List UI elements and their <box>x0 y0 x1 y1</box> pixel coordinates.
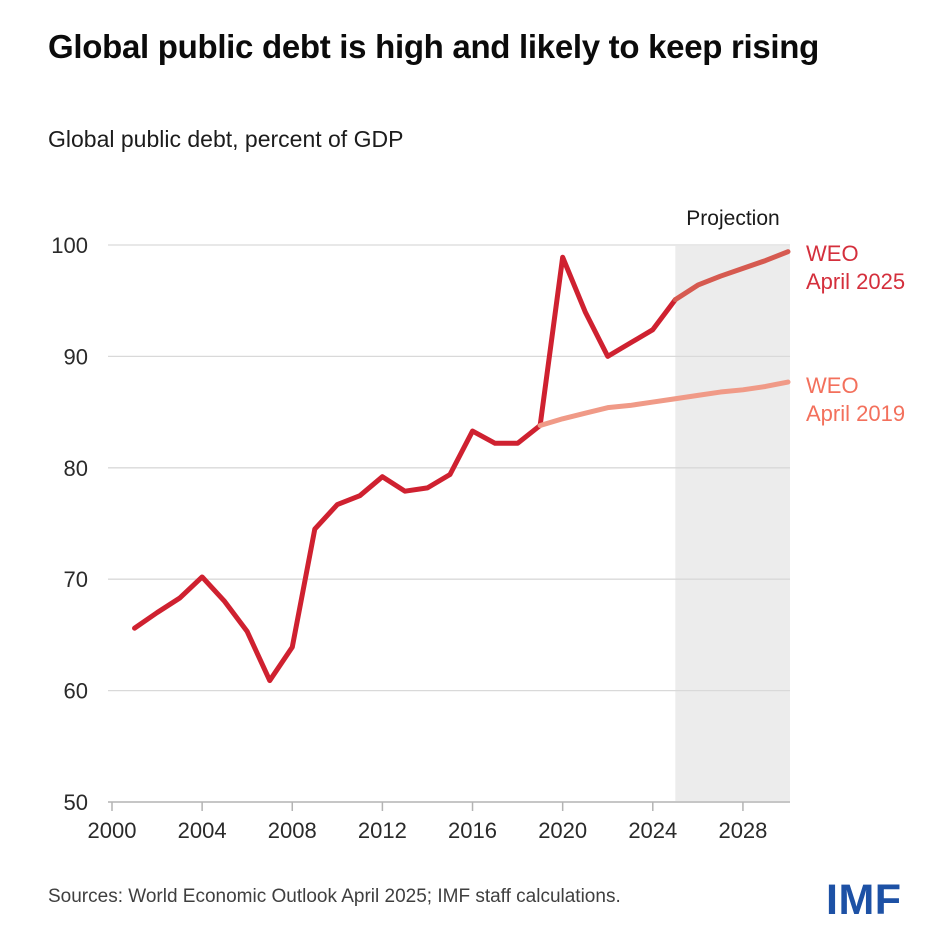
x-tick-label-2012: 2012 <box>358 818 407 843</box>
legend-weo-april-2025: WEO April 2025 <box>806 240 946 296</box>
series-line-weo-april-2025-projection <box>672 249 791 303</box>
x-tick-label-2016: 2016 <box>448 818 497 843</box>
chart-subtitle: Global public debt, percent of GDP <box>48 126 404 152</box>
series-line-weo-april-2019 <box>537 379 791 428</box>
x-tick-label-2024: 2024 <box>628 818 677 843</box>
y-tick-label-70: 70 <box>64 567 88 592</box>
legend-weo-april-2019: WEO April 2019 <box>806 372 946 428</box>
y-tick-label-60: 60 <box>64 679 88 704</box>
x-tick-label-2028: 2028 <box>718 818 767 843</box>
chart-title: Global public debt is high and likely to… <box>48 28 820 65</box>
x-tick-label-2004: 2004 <box>178 818 227 843</box>
x-tick-label-2020: 2020 <box>538 818 587 843</box>
projection-label: Projection <box>686 207 780 230</box>
imf-logo: IMF <box>826 876 902 924</box>
legend-weo-april-2025-line2: April 2025 <box>806 269 906 294</box>
y-tick-label-80: 80 <box>64 456 88 481</box>
y-tick-label-100: 100 <box>51 233 88 258</box>
projection-region <box>675 246 790 801</box>
y-tick-label-50: 50 <box>64 790 88 815</box>
source-note: Sources: World Economic Outlook April 20… <box>48 886 621 907</box>
legend-weo-april-2019-line2: April 2019 <box>806 401 906 426</box>
series-line-weo-april-2025 <box>132 254 678 684</box>
x-tick-label-2000: 2000 <box>88 818 137 843</box>
legend-weo-april-2019-line1: WEO <box>806 373 859 398</box>
legend-weo-april-2025-line1: WEO <box>806 241 859 266</box>
x-tick-label-2008: 2008 <box>268 818 317 843</box>
y-tick-label-90: 90 <box>64 344 88 369</box>
